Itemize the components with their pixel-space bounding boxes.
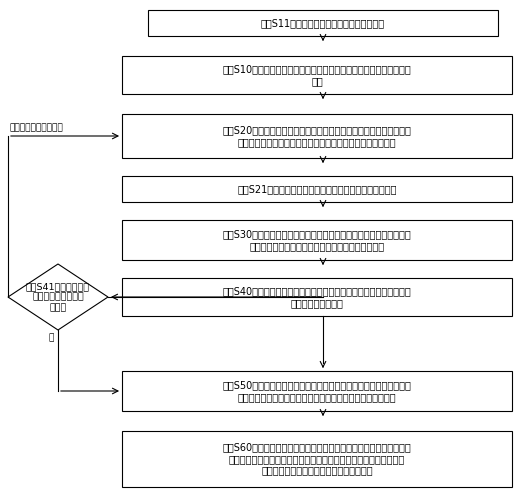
- FancyBboxPatch shape: [122, 56, 512, 94]
- Text: 步骤S41：裸电线离出
料口的距离是否符合
规定。: 步骤S41：裸电线离出 料口的距离是否符合 规定。: [26, 282, 90, 312]
- Text: 步骤S21整理线路：把通讯天线和连接线拧紧在行走模块上: 步骤S21整理线路：把通讯天线和连接线拧紧在行走模块上: [237, 184, 397, 194]
- FancyBboxPatch shape: [122, 176, 512, 202]
- Text: 是；检查是否安装正确: 是；检查是否安装正确: [10, 123, 64, 132]
- Text: 步骤S30安装推料模块：添加涂料，将推料模块安装在最下端裸导线上
的行走模块下，上端的行走模块挂上对应重量的重物: 步骤S30安装推料模块：添加涂料，将推料模块安装在最下端裸导线上 的行走模块下，…: [223, 229, 411, 251]
- FancyBboxPatch shape: [122, 431, 512, 487]
- Text: 步骤S50设备调试及涂覆作业：设定推料和行走速度，进行预推料保证
推料管及嘴头充满涂料，同步启动两套行走模块进行涂覆作业: 步骤S50设备调试及涂覆作业：设定推料和行走速度，进行预推料保证 推料管及嘴头充…: [223, 380, 411, 402]
- Text: 步骤S60停止作业和机器人拆除：停止涂覆作业，推料模块补充涂料，
行走模块和涂覆模块拆下并安装到次高裸电线上，重复上述步骤进行
第二相涂覆；最后一相按单相电缆步: 步骤S60停止作业和机器人拆除：停止涂覆作业，推料模块补充涂料， 行走模块和涂覆…: [223, 442, 411, 476]
- Polygon shape: [8, 264, 108, 330]
- FancyBboxPatch shape: [122, 371, 512, 411]
- Text: 步骤S40安装涂覆模块：将涂覆模块安装在上端裸导线上的行走模块后
方，嘴头包围裸导线: 步骤S40安装涂覆模块：将涂覆模块安装在上端裸导线上的行走模块后 方，嘴头包围裸…: [223, 286, 411, 308]
- FancyBboxPatch shape: [122, 220, 512, 260]
- Text: 步骤S10涂覆前准备：确定涂料种类、计算推料速度、行走速度和涂料
用量: 步骤S10涂覆前准备：确定涂料种类、计算推料速度、行走速度和涂料 用量: [223, 64, 411, 86]
- Text: 步骤S20吹挂行走模块：先分别在最上端和最下端的裸导线上各安装一
套滑轮，再将两套行走模块的其余部件分别吹挂在对应滑轮上: 步骤S20吹挂行走模块：先分别在最上端和最下端的裸导线上各安装一 套滑轮，再将两…: [223, 125, 411, 147]
- FancyBboxPatch shape: [148, 10, 498, 36]
- FancyBboxPatch shape: [122, 114, 512, 158]
- Text: 否: 否: [49, 333, 54, 342]
- FancyBboxPatch shape: [122, 278, 512, 316]
- Text: 步骤S11判断涂覆对象为竖直分布多相裸导线: 步骤S11判断涂覆对象为竖直分布多相裸导线: [261, 18, 385, 28]
